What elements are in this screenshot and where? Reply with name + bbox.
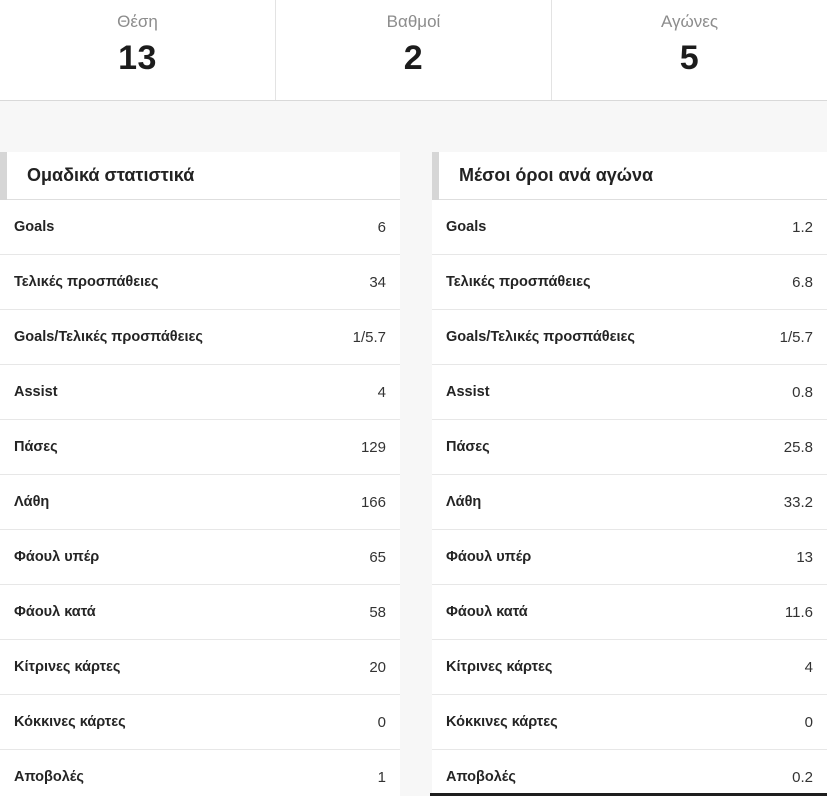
stat-row: Πάσες 129	[0, 420, 400, 475]
summary-position-label: Θέση	[117, 12, 158, 31]
summary-position: Θέση 13	[0, 0, 275, 100]
stat-value: 4	[804, 658, 813, 676]
stat-value: 0	[804, 713, 813, 731]
stat-value: 6.8	[792, 273, 813, 291]
stat-value: 166	[360, 493, 386, 511]
stat-label: Goals	[14, 219, 55, 235]
stat-row: Τελικές προσπάθειες 34	[0, 255, 400, 310]
stat-value: 58	[369, 603, 386, 621]
stat-label: Assist	[14, 384, 58, 400]
stat-row: Κόκκινες κάρτες 0	[0, 695, 400, 750]
stat-value: 11.6	[784, 603, 813, 621]
stat-row: Goals/Τελικές προσπάθειες 1/5.7	[0, 310, 400, 365]
stat-label: Λάθη	[14, 494, 50, 510]
stat-label: Φάουλ υπέρ	[446, 549, 532, 565]
stat-value: 0.8	[792, 383, 813, 401]
stat-value: 1	[377, 768, 386, 786]
stat-row: Φάουλ κατά 58	[0, 585, 400, 640]
team-statistics-rows: Goals 6 Τελικές προσπάθειες 34 Goals/Τελ…	[0, 200, 400, 796]
stat-label: Φάουλ κατά	[446, 604, 528, 620]
summary-matches: Αγώνες 5	[551, 0, 827, 100]
stat-row: Goals 6	[0, 200, 400, 255]
stat-value: 1/5.7	[352, 328, 386, 346]
stat-value: 20	[369, 658, 386, 676]
next-section-edge	[430, 793, 827, 796]
stat-row: Τελικές προσπάθειες 6.8	[432, 255, 827, 310]
stat-row: Φάουλ κατά 11.6	[432, 585, 827, 640]
stat-label: Assist	[446, 384, 490, 400]
averages-per-match-header: Μέσοι όροι ανά αγώνα	[432, 151, 827, 200]
stat-value: 6	[377, 218, 386, 236]
stat-value: 0.2	[792, 768, 813, 786]
stat-value: 4	[377, 383, 386, 401]
stat-label: Τελικές προσπάθειες	[14, 274, 159, 290]
summary-points: Βαθμοί 2	[275, 0, 551, 100]
stat-value: 1.2	[792, 218, 813, 236]
summary-strip: Θέση 13 Βαθμοί 2 Αγώνες 5	[0, 0, 827, 101]
stat-row: Πάσες 25.8	[432, 420, 827, 475]
summary-points-value: 2	[403, 39, 424, 77]
stat-label: Τελικές προσπάθειες	[446, 274, 591, 290]
summary-matches-label: Αγώνες	[660, 12, 719, 31]
stat-label: Goals	[446, 219, 487, 235]
stat-label: Φάουλ κατά	[14, 604, 96, 620]
stat-label: Λάθη	[446, 494, 482, 510]
stat-value: 25.8	[783, 438, 813, 456]
stat-value: 13	[796, 548, 813, 566]
averages-per-match-title: Μέσοι όροι ανά αγώνα	[459, 165, 654, 185]
stat-label: Goals/Τελικές προσπάθειες	[446, 329, 635, 345]
averages-per-match-rows: Goals 1.2 Τελικές προσπάθειες 6.8 Goals/…	[432, 200, 827, 796]
stat-row: Goals/Τελικές προσπάθειες 1/5.7	[432, 310, 827, 365]
stat-row: Κίτρινες κάρτες 20	[0, 640, 400, 695]
team-statistics-card: Ομαδικά στατιστικά Goals 6 Τελικές προσπ…	[0, 151, 400, 796]
stat-label: Φάουλ υπέρ	[14, 549, 100, 565]
stat-row: Goals 1.2	[432, 200, 827, 255]
stat-label: Πάσες	[446, 439, 490, 455]
stat-value: 1/5.7	[779, 328, 813, 346]
stat-row: Κίτρινες κάρτες 4	[432, 640, 827, 695]
stat-row: Assist 4	[0, 365, 400, 420]
stat-row: Αποβολές 1	[0, 750, 400, 796]
stat-label: Αποβολές	[446, 769, 516, 785]
averages-per-match-card: Μέσοι όροι ανά αγώνα Goals 1.2 Τελικές π…	[432, 151, 827, 796]
stat-value: 34	[369, 273, 386, 291]
header-accent-bar	[432, 151, 439, 200]
stat-value: 33.2	[783, 493, 813, 511]
stat-label: Πάσες	[14, 439, 58, 455]
stat-label: Αποβολές	[14, 769, 84, 785]
stat-value: 129	[360, 438, 386, 456]
stat-row: Κόκκινες κάρτες 0	[432, 695, 827, 750]
stat-row: Λάθη 33.2	[432, 475, 827, 530]
team-statistics-title: Ομαδικά στατιστικά	[27, 165, 195, 185]
summary-position-value: 13	[118, 39, 157, 77]
stat-label: Κόκκινες κάρτες	[14, 714, 126, 730]
summary-matches-value: 5	[679, 39, 700, 77]
stat-row: Αποβολές 0.2	[432, 750, 827, 796]
stat-value: 0	[377, 713, 386, 731]
stat-label: Κίτρινες κάρτες	[446, 659, 553, 675]
stat-label: Κόκκινες κάρτες	[446, 714, 558, 730]
summary-points-label: Βαθμοί	[386, 12, 441, 31]
stat-row: Φάουλ υπέρ 13	[432, 530, 827, 585]
stat-value: 65	[369, 548, 386, 566]
team-statistics-header: Ομαδικά στατιστικά	[0, 151, 400, 200]
stat-row: Φάουλ υπέρ 65	[0, 530, 400, 585]
stat-row: Λάθη 166	[0, 475, 400, 530]
stat-label: Κίτρινες κάρτες	[14, 659, 121, 675]
stat-label: Goals/Τελικές προσπάθειες	[14, 329, 203, 345]
stat-row: Assist 0.8	[432, 365, 827, 420]
header-accent-bar	[0, 151, 7, 200]
